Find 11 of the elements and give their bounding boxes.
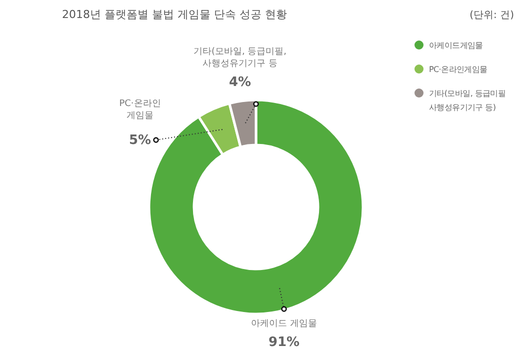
- data-label: 4%: [228, 75, 252, 90]
- data-label: 5%: [128, 133, 152, 148]
- chart-title: 2018년 플랫폼별 불법 게임물 단속 성공 현황: [62, 8, 287, 21]
- text: 기타(모바일, 등급미필, 사행성유기기구 등: [193, 47, 287, 69]
- legend-label: PC·온라인게임물: [429, 65, 488, 74]
- data-label: 91%: [268, 335, 300, 350]
- legend-label: 기타(모바일, 등급미필 사행성유기기구 등): [429, 89, 506, 112]
- text: 아케이드 게임물: [251, 319, 317, 329]
- chart-subtitle: (단위: 건): [470, 10, 514, 21]
- legend-label: 아케이드게임물: [429, 41, 484, 50]
- text: PC·온라인 게임물: [119, 99, 161, 121]
